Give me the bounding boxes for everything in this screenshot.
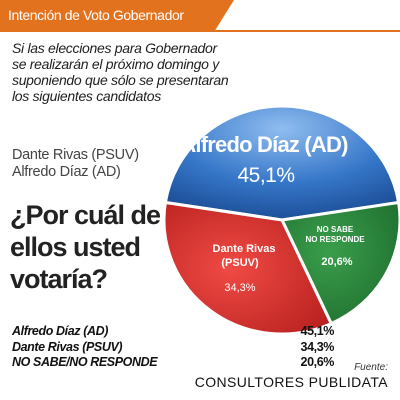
- slice-label-dante-name-line2: (PSUV): [221, 257, 259, 269]
- slice-label-nosabe-value: 20,6%: [321, 256, 352, 268]
- result-row: Alfredo Díaz (AD) 45,1%: [12, 324, 334, 340]
- result-name: Alfredo Díaz (AD): [12, 324, 108, 338]
- result-value: 34,3%: [300, 339, 335, 354]
- result-value: 45,1%: [300, 324, 335, 338]
- slice-label-alfredo-value: 45,1%: [237, 164, 294, 187]
- source-label: Fuente:: [354, 362, 388, 373]
- result-row: NO SABE/NO RESPONDE 20,6%: [12, 355, 334, 371]
- header-divider: [0, 30, 400, 32]
- result-name: NO SABE/NO RESPONDE: [12, 355, 158, 369]
- header-bar: [0, 0, 234, 30]
- slice-label-dante-name-line1: Dante Rivas: [213, 243, 276, 255]
- result-row: Dante Rivas (PSUV) 34,3%: [12, 340, 334, 356]
- result-value: 20,6%: [300, 355, 335, 369]
- header-title: Intención de Voto Gobernador: [8, 7, 184, 23]
- survey-question: Si las elecciones para Gobernador se rea…: [12, 40, 229, 104]
- slice-label-nosabe-name-line1: NO SABE: [317, 225, 354, 234]
- candidate-name: Dante Rivas (PSUV): [12, 147, 139, 163]
- result-name: Dante Rivas (PSUV): [12, 339, 123, 354]
- pie-slice-dante: [162, 201, 333, 336]
- slice-label-nosabe-name-line2: NO RESPONDE: [305, 235, 365, 244]
- vote-question: ¿Por cuál de ellos usted votaría?: [10, 200, 161, 294]
- slice-label-dante-value: 34,3%: [224, 282, 255, 294]
- slice-label-alfredo-name: Alfredo Díaz (AD): [180, 132, 348, 157]
- source-name: CONSULTORES PUBLIDATA: [194, 374, 388, 390]
- candidate-list: Dante Rivas (PSUV) Alfredo Díaz (AD): [12, 147, 139, 181]
- candidate-name: Alfredo Díaz (AD): [12, 164, 121, 180]
- pie-slice-alfredo: [163, 104, 400, 222]
- results-table: Alfredo Díaz (AD) 45,1% Dante Rivas (PSU…: [12, 324, 334, 371]
